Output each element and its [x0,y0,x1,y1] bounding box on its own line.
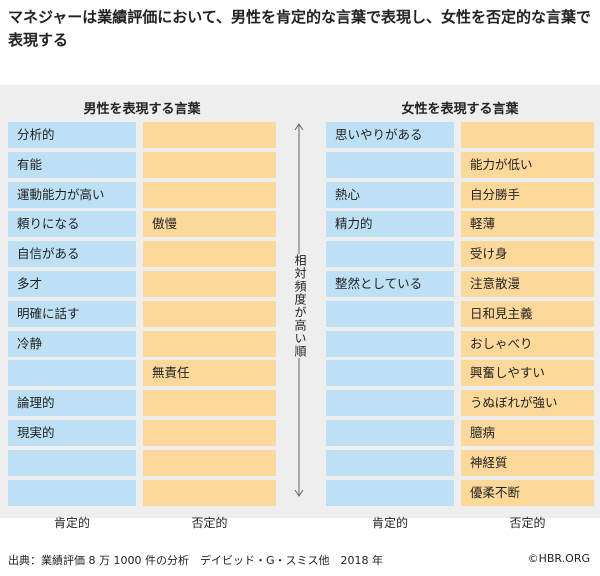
women-negative-word-cell: 興奮しやすい [461,360,594,387]
men-negative-word-cell [143,241,276,268]
women-positive-word-cell: 思いやりがある [326,122,454,148]
women-negative-label: 否定的 [509,516,546,530]
men-positive-label: 肯定的 [53,516,90,530]
men-negative-word-cell [143,449,276,476]
women-positive-word-cell [326,449,454,476]
women-negative-word-cell: 能力が低い [461,151,594,178]
women-negative-word-cell: 臆病 [461,420,594,446]
frequency-axis: 相対頻度が高い順 [291,122,307,498]
credit: ©HBR.ORG [527,552,590,565]
women-positive-word-cell [326,420,454,446]
men-negative-word-cell: 傲慢 [143,211,276,238]
men-positive-word-cell [8,449,136,476]
frequency-axis-label: 相対頻度が高い順 [291,254,307,358]
men-negative-word-cell [143,420,276,446]
women-positive-word-cell [326,241,454,268]
men-negative-word-cell [143,300,276,327]
women-negative-word-cell: 注意散漫 [461,271,594,297]
men-negative-word-cell [143,271,276,297]
women-positive-label: 肯定的 [371,516,408,530]
men-negative-word-cell [143,181,276,208]
men-negative-word-cell [143,390,276,417]
women-positive-word-cell [326,360,454,387]
men-negative-word-cell [143,151,276,178]
women-negative-word-cell: 受け身 [461,241,594,268]
men-positive-word-cell: 自信がある [8,241,136,268]
women-positive-word-cell: 精力的 [326,211,454,238]
women-negative-word-cell: 神経質 [461,449,594,476]
women-positive-word-cell [326,300,454,327]
men-positive-word-cell: 頼りになる [8,211,136,238]
women-positive-word-cell [326,390,454,417]
men-positive-word-cell: 多才 [8,271,136,297]
women-negative-word-cell: 自分勝手 [461,181,594,208]
women-negative-word-cell: 軽薄 [461,211,594,238]
women-negative-word-cell: 日和見主義 [461,300,594,327]
men-positive-word-cell: 冷静 [8,330,136,357]
men-positive-word-cell [8,360,136,387]
women-negative-word-cell: うぬぼれが強い [461,390,594,417]
men-negative-word-cell [143,122,276,148]
men-panel-title: 男性を表現する言葉 [83,102,201,117]
men-negative-word-cell [143,330,276,357]
women-positive-word-cell [326,151,454,178]
women-negative-word-cell [461,122,594,148]
women-positive-word-cell [326,479,454,506]
men-positive-word-cell: 論理的 [8,390,136,417]
women-panel-title: 女性を表現する言葉 [401,102,519,117]
men-positive-word-cell: 有能 [8,151,136,178]
men-positive-word-cell: 現実的 [8,420,136,446]
source-note: 出典：業績評価 8 万 1000 件の分析 デイビッド・G・スミス他 2018 … [8,554,383,567]
women-positive-word-cell: 熱心 [326,181,454,208]
chart-title: マネジャーは業績評価において、男性を肯定的な言葉で表現し、女性を否定的な言葉で表… [8,8,592,49]
women-negative-word-cell: おしゃべり [461,330,594,357]
men-negative-word-cell: 無責任 [143,360,276,387]
women-negative-word-cell: 優柔不断 [461,479,594,506]
men-positive-word-cell: 明確に話す [8,300,136,327]
men-positive-word-cell [8,479,136,506]
women-positive-word-cell [326,330,454,357]
men-positive-word-cell: 運動能力が高い [8,181,136,208]
men-negative-word-cell [143,479,276,506]
men-negative-label: 否定的 [191,516,228,530]
men-positive-word-cell: 分析的 [8,122,136,148]
women-positive-word-cell: 整然としている [326,271,454,297]
